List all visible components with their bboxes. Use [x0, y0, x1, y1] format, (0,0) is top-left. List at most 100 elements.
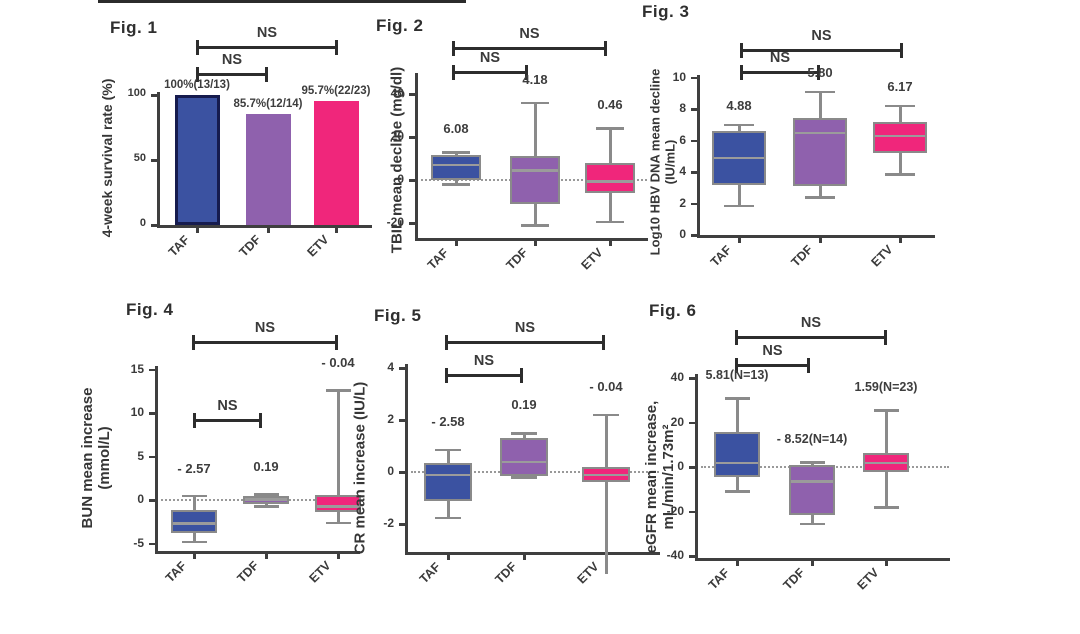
fig5-value-annotation: - 0.04 — [589, 378, 623, 394]
fig1-y-tick-label: 0 — [139, 217, 146, 229]
fig4-y-tick-label: -5 — [133, 535, 144, 550]
fig5-y-tick — [399, 419, 406, 422]
fig2-y-tick — [409, 93, 416, 96]
fig1-y-axis-line — [157, 92, 160, 228]
fig3-whisker-cap-top — [805, 90, 835, 94]
fig5-median-line-etv — [584, 473, 628, 477]
fig4-y-tick — [149, 368, 156, 371]
fig2-box-tdf — [510, 156, 560, 204]
fig2-x-tick — [534, 241, 537, 246]
fig4-whisker-line-etv — [337, 390, 340, 523]
fig2-whisker-cap-bottom — [596, 220, 624, 224]
fig6-title: Fig. 6 — [649, 301, 697, 320]
fig3-median-line-taf — [714, 156, 764, 160]
fig3-y-tick — [691, 234, 698, 237]
fig5-value-annotation: - 2.58 — [431, 413, 465, 429]
fig2-y-tick — [409, 222, 416, 225]
fig1-y-tick — [151, 94, 158, 97]
fig5-box-taf — [424, 462, 472, 501]
fig5-title: Fig. 5 — [374, 306, 422, 325]
fig5-x-tick-label-tdf: TDF — [492, 559, 520, 587]
fig4-ns-bracket-cap-right — [335, 335, 338, 350]
fig2-y-tick-label: 0 — [397, 172, 404, 186]
fig2-y-tick-label: 40 — [390, 86, 404, 100]
fig2-whisker-cap-bottom — [521, 224, 549, 227]
fig3-y-tick-label: 0 — [679, 227, 686, 241]
fig2-box-taf — [431, 155, 481, 180]
fig4-y-tick — [149, 499, 156, 502]
fig2-ns-bracket-line — [452, 47, 607, 50]
fig6-y-tick — [689, 421, 696, 424]
fig3-value-annotation: 6.17 — [887, 78, 913, 94]
fig1-ns-bracket-cap-right — [335, 40, 338, 55]
fig4-whisker-cap-bottom — [181, 540, 207, 544]
fig4-x-tick-label-tdf: TDF — [234, 558, 262, 586]
fig4-y-axis-line — [155, 366, 158, 554]
fig6-ns-bracket-line — [735, 336, 887, 339]
fig6-y-tick-label: -20 — [666, 503, 684, 518]
fig4-y-tick — [149, 455, 156, 458]
fig3-value-annotation: 5.80 — [807, 64, 833, 80]
fig1-x-tick — [267, 228, 270, 233]
fig1-ns-bracket-cap-left — [196, 67, 199, 82]
fig1-value-annotation: 95.7%(22/23) — [301, 84, 371, 97]
fig3-ns-label: NS — [811, 28, 832, 44]
fig5-ns-bracket-cap-left — [445, 368, 448, 383]
fig4-value-annotation: - 0.04 — [321, 355, 355, 371]
fig1-x-tick-label-tdf: TDF — [236, 232, 264, 260]
fig1-y-tick-label: 100 — [127, 87, 146, 99]
fig5-ns-bracket-line — [445, 374, 523, 377]
fig6-whisker-cap-bottom — [724, 490, 750, 493]
fig4-ns-bracket-cap-left — [192, 335, 195, 350]
fig2-ns-label: NS — [519, 26, 540, 42]
fig6-y-tick — [689, 377, 696, 380]
fig4-ns-label: NS — [254, 320, 276, 336]
fig6-value-annotation: - 8.52(N=14) — [776, 432, 848, 447]
fig4-value-annotation: - 2.57 — [177, 460, 211, 476]
fig6-median-line-etv — [865, 461, 907, 465]
fig3-x-tick — [819, 238, 822, 243]
fig6-ns-label: NS — [762, 343, 783, 359]
fig3-y-tick-label: 10 — [672, 69, 686, 84]
fig5-y-axis-line — [405, 364, 408, 555]
fig2-value-annotation: 0.46 — [597, 97, 623, 113]
fig2-median-line-taf — [433, 163, 479, 167]
fig3-ns-bracket-cap-left — [740, 65, 743, 80]
fig2-value-annotation: 6.08 — [443, 121, 469, 137]
fig6-y-tick-label: 40 — [670, 370, 684, 384]
fig4-box-taf — [171, 510, 217, 534]
fig6-x-tick-label-etv: ETV — [854, 565, 882, 593]
fig3-whisker-cap-top — [724, 123, 754, 127]
fig2-median-line-etv — [587, 180, 633, 183]
fig2-whisker-cap-top — [442, 151, 470, 154]
fig2-x-tick-label-taf: TAF — [424, 245, 452, 273]
fig2-whisker-cap-top — [521, 101, 549, 105]
fig5-x-tick — [523, 555, 526, 560]
fig5-ns-bracket-cap-right — [602, 335, 605, 350]
fig4-ns-label: NS — [217, 398, 238, 414]
fig3-x-tick — [899, 238, 902, 243]
fig3-whisker-cap-top — [885, 104, 915, 108]
fig4-whisker-cap-top — [325, 389, 351, 392]
fig6-ns-label: NS — [800, 315, 822, 331]
fig6-ns-bracket-cap-right — [807, 358, 810, 373]
fig6-y-tick-label: -40 — [666, 548, 684, 562]
fig1-y-tick — [151, 224, 158, 227]
fig2-ns-bracket-cap-left — [452, 41, 455, 56]
fig2-whisker-cap-bottom — [442, 183, 470, 186]
fig5-y-tick-label: 0 — [387, 464, 394, 478]
fig6-x-axis-line — [695, 558, 950, 561]
fig5-ns-label: NS — [514, 320, 536, 336]
fig6-ns-bracket-cap-left — [735, 330, 738, 345]
fig2-y-tick — [409, 179, 416, 182]
fig1-bar-taf — [174, 95, 220, 225]
fig1-ns-bracket-line — [196, 46, 338, 49]
fig1-x-tick — [335, 228, 338, 233]
fig4-y-tick — [149, 412, 156, 415]
fig2-x-axis-line — [415, 238, 648, 241]
fig5-whisker-cap-bottom — [435, 516, 461, 519]
fig3-y-tick — [691, 202, 698, 205]
fig6-ns-bracket-cap-left — [735, 358, 738, 373]
